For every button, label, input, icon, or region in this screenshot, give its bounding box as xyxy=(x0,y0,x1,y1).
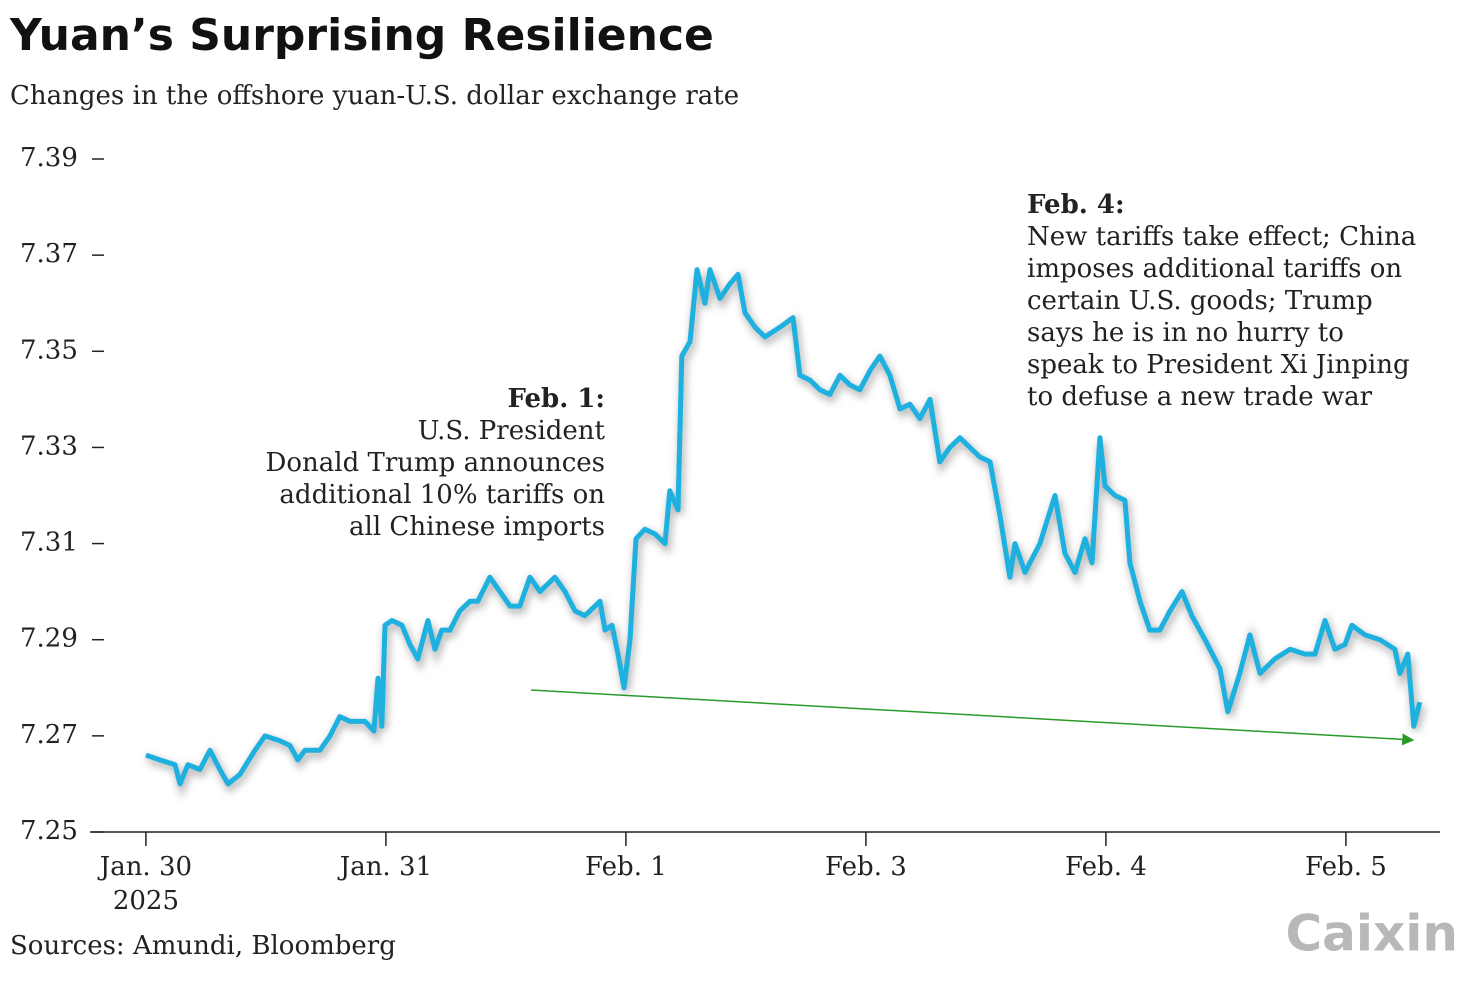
chart-subtitle: Changes in the offshore yuan-U.S. dollar… xyxy=(10,81,739,111)
x-tick-label: Jan. 31 xyxy=(337,852,432,882)
annotation-line: U.S. President xyxy=(418,416,606,446)
annotation-line: speak to President Xi Jinping xyxy=(1027,350,1410,380)
annotation-line: imposes additional tariffs on xyxy=(1027,254,1402,284)
y-tick-label: 7.27 xyxy=(20,720,78,750)
annotation-line: certain U.S. goods; Trump xyxy=(1027,286,1373,316)
annotation-line: additional 10% tariffs on xyxy=(279,480,605,510)
logo: Caixin xyxy=(1285,905,1458,963)
x-tick-label: Feb. 4 xyxy=(1065,852,1147,882)
x-tick-label: Feb. 3 xyxy=(825,852,907,882)
y-tick-label: 7.35 xyxy=(20,335,78,365)
y-tick-label: 7.31 xyxy=(20,528,78,558)
annotation-line: says he is in no hurry to xyxy=(1027,318,1344,348)
annotation-line: Donald Trump announces xyxy=(266,448,605,478)
annotation-line: New tariffs take effect; China xyxy=(1027,222,1416,252)
y-tick-label: 7.33 xyxy=(20,431,78,461)
x-tick-label: Jan. 30 xyxy=(97,852,192,882)
year-label: 2025 xyxy=(113,886,179,916)
trend-arrow xyxy=(530,689,1415,746)
line xyxy=(145,267,1423,787)
source: Sources: Amundi, Bloomberg xyxy=(10,931,396,961)
y-tick-label: 7.39 xyxy=(20,143,78,173)
annotation-line: all Chinese imports xyxy=(349,512,605,542)
y-tick-label: 7.29 xyxy=(20,624,78,654)
annotation-heading: Feb. 4: xyxy=(1027,190,1125,220)
annotation-line: to defuse a new trade war xyxy=(1027,382,1373,412)
x-tick-label: Feb. 5 xyxy=(1305,852,1387,882)
y-tick-label: 7.37 xyxy=(20,239,78,269)
annotation-heading: Feb. 1: xyxy=(507,384,605,414)
x-tick-label: Feb. 1 xyxy=(585,852,667,882)
y-tick-label: 7.25 xyxy=(20,816,78,846)
chart-title: Yuan’s Surprising Resilience xyxy=(9,10,714,61)
